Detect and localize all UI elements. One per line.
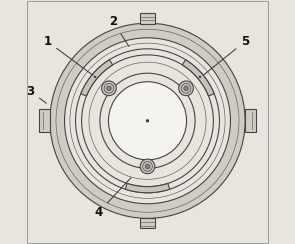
- Circle shape: [184, 86, 188, 91]
- Circle shape: [145, 164, 150, 169]
- Wedge shape: [81, 60, 113, 96]
- Circle shape: [140, 159, 155, 174]
- Circle shape: [65, 38, 230, 204]
- Circle shape: [102, 81, 116, 96]
- Text: 1: 1: [43, 35, 93, 75]
- Text: 4: 4: [95, 178, 131, 219]
- Circle shape: [146, 119, 149, 122]
- FancyBboxPatch shape: [39, 109, 50, 132]
- Circle shape: [94, 76, 96, 78]
- Circle shape: [50, 23, 245, 218]
- Circle shape: [199, 76, 201, 78]
- Circle shape: [82, 55, 213, 187]
- Text: 5: 5: [203, 35, 249, 75]
- Circle shape: [179, 81, 193, 96]
- Text: 3: 3: [26, 85, 46, 103]
- Circle shape: [76, 49, 219, 193]
- FancyBboxPatch shape: [140, 13, 155, 24]
- Circle shape: [109, 82, 186, 160]
- Circle shape: [82, 55, 213, 187]
- Circle shape: [76, 49, 219, 193]
- Wedge shape: [125, 183, 170, 193]
- Circle shape: [142, 162, 153, 171]
- Circle shape: [65, 38, 230, 204]
- Circle shape: [107, 86, 111, 91]
- Text: 2: 2: [109, 15, 129, 46]
- Circle shape: [89, 62, 206, 179]
- Circle shape: [100, 73, 195, 168]
- Circle shape: [50, 23, 245, 218]
- FancyBboxPatch shape: [140, 218, 155, 228]
- Circle shape: [104, 83, 114, 93]
- FancyBboxPatch shape: [245, 109, 256, 132]
- Wedge shape: [182, 60, 214, 96]
- Circle shape: [181, 83, 191, 93]
